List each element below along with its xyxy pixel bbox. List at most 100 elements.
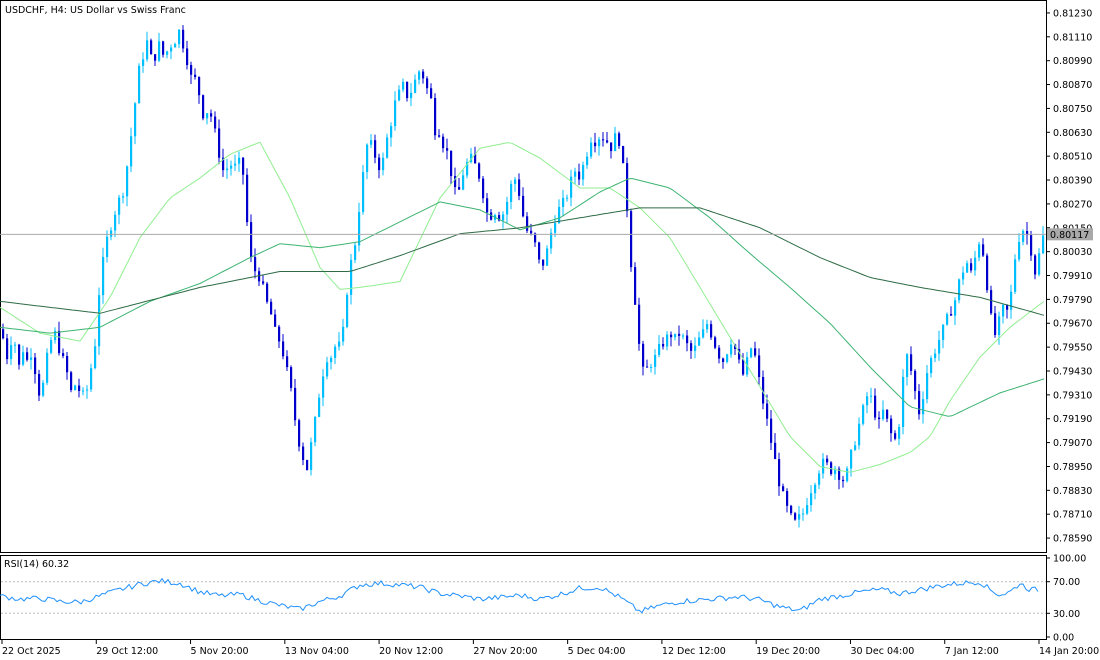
candle-body [662,344,665,347]
price-tick-label: 0.79190 [1053,414,1092,425]
candle-body [394,100,397,127]
candle-body [834,468,837,474]
candle-body [118,197,121,215]
candle [446,138,449,160]
candle [154,54,157,67]
candle [966,260,969,274]
candle-body [806,505,809,514]
candle [430,83,433,99]
candle-body [574,171,577,177]
slow-ma-line [0,207,1045,316]
candle [786,488,789,513]
candle-body [230,165,233,169]
candle [342,318,345,346]
candle-body [458,187,461,190]
candle [874,388,877,421]
candle-body [882,409,885,420]
candle [762,370,765,410]
candle [18,343,21,370]
candle [178,28,181,49]
candle [302,442,305,466]
candle [86,385,89,399]
candle-body [982,244,985,256]
candle [306,459,309,471]
candle-body [182,29,185,49]
candle-body [26,352,29,360]
mid-ma-line [0,177,1045,417]
candle-body [814,484,817,494]
candle-body [706,324,709,330]
candle-body [874,395,877,418]
candle [274,309,277,328]
candle-body [150,40,153,55]
candle-body [802,513,805,515]
candle [370,134,373,149]
candle [334,344,337,365]
candle-body [534,233,537,243]
candle-body [558,206,561,224]
candle-body [582,165,585,180]
candle [794,511,797,521]
candle [698,331,701,347]
candle-body [114,214,117,231]
candle [314,415,317,447]
candle [846,466,849,483]
rsi-axis: 100.00 70.00 30.00 0.00 [1046,554,1086,644]
candle [338,332,341,351]
candle-body [702,329,705,338]
candle-body [442,136,445,149]
candle-body [894,433,897,439]
candle [790,504,793,516]
candle-body [586,156,589,166]
candle-body [1018,241,1021,260]
candle-body [550,232,553,249]
candle-body [130,136,133,167]
candle-body [1014,259,1017,292]
candle-body [554,223,557,233]
candle-body [766,403,769,419]
candle [806,497,809,516]
candle [526,212,529,234]
candle-body [30,357,33,360]
candle [670,331,673,347]
candle [630,208,633,272]
candle [54,327,57,344]
candle [606,131,609,144]
price-tick-label: 0.80270 [1053,199,1092,210]
price-tick-label: 0.79070 [1053,438,1092,449]
candle [146,31,149,62]
candle [706,319,709,334]
candle-body [650,366,653,368]
candle-body [1006,304,1009,310]
candle-body [426,78,429,89]
candle-body [82,390,85,392]
candle [694,337,697,359]
candle-body [998,316,1001,335]
candle [826,455,829,466]
candle [226,158,229,179]
candle [98,287,101,355]
candle-body [794,513,797,520]
candle [10,336,13,365]
candle [462,169,465,191]
candle [974,250,977,276]
candle-body [698,337,701,346]
candle [1002,303,1005,324]
candle [214,111,217,133]
candle [70,370,73,393]
price-plot-frame [0,0,1047,553]
candle-body [70,372,73,391]
candle-body [610,142,613,152]
candle-body [242,157,245,175]
time-tick-label: 19 Dec 20:00 [756,646,820,657]
candle [602,132,605,147]
candle [766,394,769,426]
candle [46,348,49,386]
candle-body [422,71,425,79]
candle [982,238,985,257]
candle [1010,284,1013,319]
price-tick-label: 0.79910 [1053,271,1092,282]
candle [810,485,813,512]
candle-body [314,416,317,443]
